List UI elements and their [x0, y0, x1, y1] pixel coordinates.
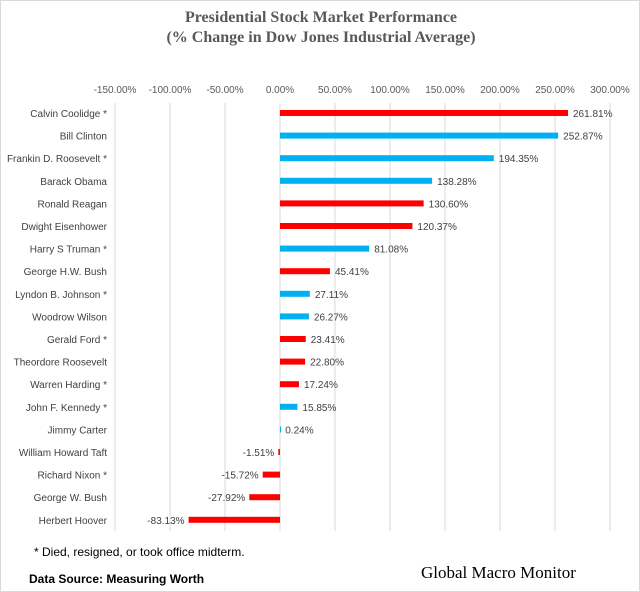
bar: [188, 516, 280, 523]
category-label: Barack Obama: [40, 177, 107, 188]
x-tick-label: 100.00%: [370, 85, 410, 96]
chart-subtitle: (% Change in Dow Jones Industrial Averag…: [166, 29, 476, 46]
data-label: 194.35%: [499, 154, 539, 165]
bar: [280, 358, 306, 365]
brand-label: Global Macro Monitor: [421, 563, 576, 582]
bar: [280, 177, 433, 184]
category-label: John F. Kennedy *: [26, 403, 107, 414]
data-label: 22.80%: [310, 358, 344, 369]
category-label: William Howard Taft: [19, 448, 107, 459]
data-label: 261.81%: [573, 109, 613, 120]
category-label: Theordore Roosevelt: [14, 358, 108, 369]
data-label: -83.13%: [147, 516, 184, 527]
bar: [280, 223, 413, 229]
category-label: Lyndon B. Johnson *: [15, 290, 107, 301]
bar: [278, 449, 280, 455]
data-label: 252.87%: [563, 132, 603, 143]
category-label: Ronald Reagan: [38, 199, 108, 210]
bar: [262, 471, 280, 478]
bar: [280, 336, 306, 342]
bar: [280, 200, 424, 207]
x-tick-label: -100.00%: [149, 85, 192, 96]
data-label: 81.08%: [374, 245, 408, 256]
data-label: 45.41%: [335, 267, 369, 278]
x-tick-label: -50.00%: [206, 85, 243, 96]
bar: [280, 132, 559, 139]
data-source: Data Source: Measuring Worth: [29, 572, 205, 586]
data-label: 0.24%: [285, 425, 313, 436]
category-label: Warren Harding *: [30, 380, 107, 391]
x-tick-label: 150.00%: [425, 85, 465, 96]
data-label: 26.27%: [314, 312, 348, 323]
data-label: 23.41%: [311, 335, 345, 346]
bar: [280, 155, 494, 162]
category-label: Frankin D. Roosevelt *: [7, 154, 107, 165]
category-label: Bill Clinton: [60, 132, 107, 143]
category-label: Harry S Truman *: [30, 245, 107, 256]
x-tick-label: 300.00%: [590, 85, 630, 96]
x-tick-label: 50.00%: [318, 85, 352, 96]
bar: [280, 268, 330, 275]
bar: [249, 494, 280, 501]
category-label: Gerald Ford *: [47, 335, 107, 346]
bar: [280, 403, 298, 410]
category-label: George W. Bush: [34, 493, 107, 504]
category-label: Dwight Eisenhower: [21, 222, 107, 233]
bar: [280, 313, 309, 320]
x-tick-label: 0.00%: [266, 85, 294, 96]
data-label: 130.60%: [429, 199, 469, 210]
data-label: -15.72%: [221, 471, 258, 482]
category-label: Richard Nixon *: [38, 471, 108, 482]
bar: [280, 110, 568, 116]
data-label: 15.85%: [302, 403, 336, 414]
x-tick-label: -150.00%: [94, 85, 137, 96]
bar: [280, 426, 281, 433]
bar: [280, 290, 310, 297]
data-label: 120.37%: [417, 222, 457, 233]
footnote: * Died, resigned, or took office midterm…: [34, 545, 245, 559]
data-label: 27.11%: [315, 290, 348, 301]
category-label: Woodrow Wilson: [32, 312, 107, 323]
chart-title: Presidential Stock Market Performance: [184, 9, 458, 26]
bar: [280, 245, 370, 252]
data-label: -1.51%: [243, 448, 275, 459]
data-label: 17.24%: [304, 380, 338, 391]
data-label: -27.92%: [208, 493, 245, 504]
category-label: Herbert Hoover: [39, 516, 108, 527]
category-label: Calvin Coolidge *: [30, 109, 107, 120]
x-tick-label: 200.00%: [480, 85, 520, 96]
category-label: Jimmy Carter: [48, 425, 108, 436]
x-tick-label: 250.00%: [535, 85, 575, 96]
bar: [280, 381, 299, 388]
category-label: George H.W. Bush: [24, 267, 107, 278]
data-label: 138.28%: [437, 177, 477, 188]
